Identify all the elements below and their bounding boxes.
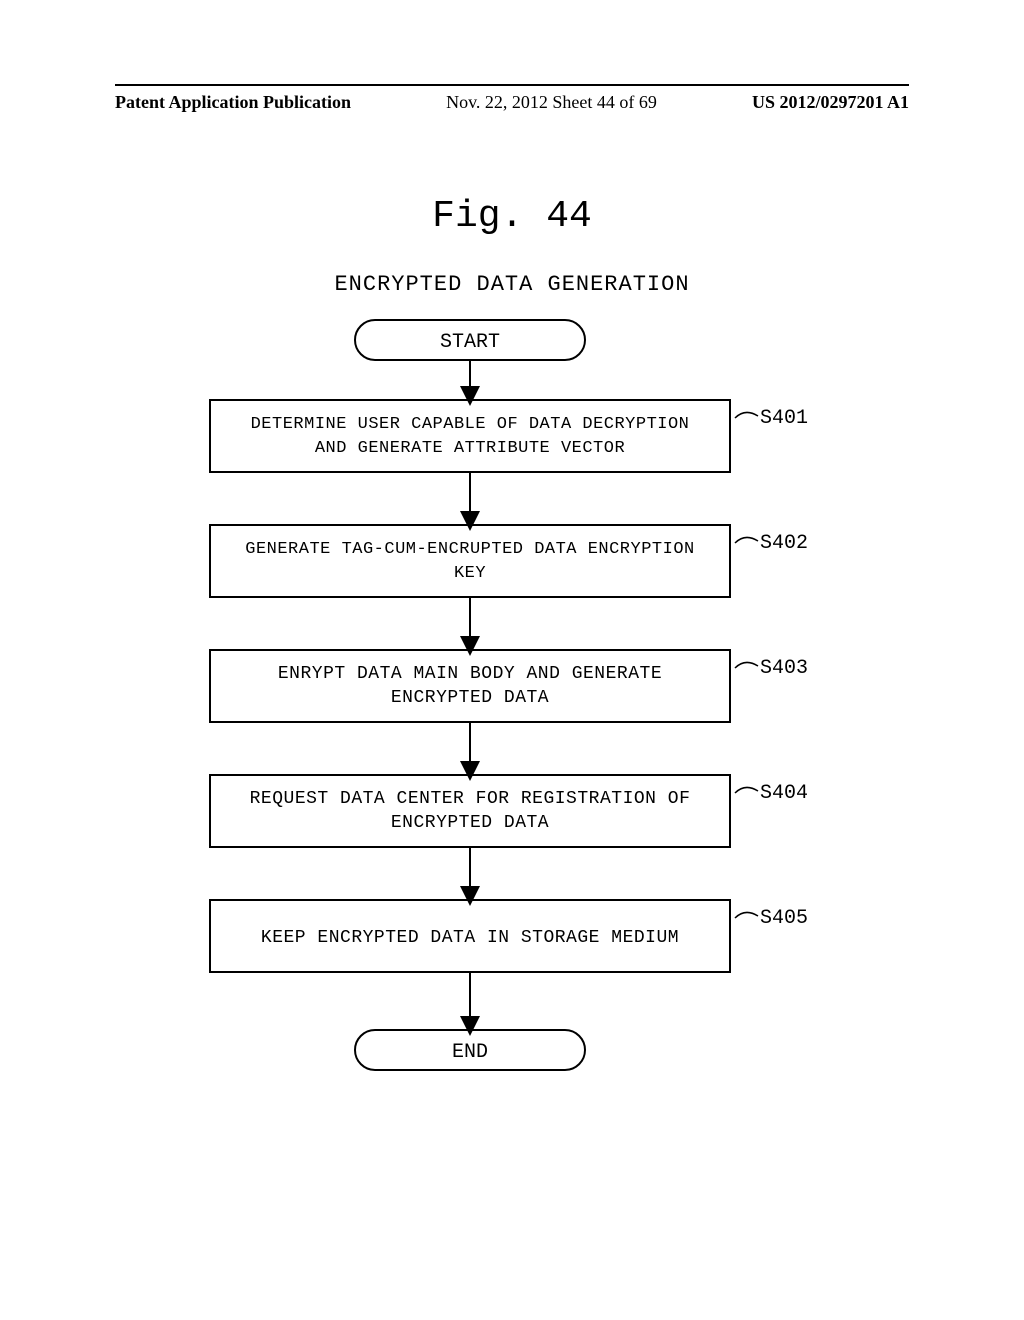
svg-text:ENRYPT DATA MAIN BODY AND GENE: ENRYPT DATA MAIN BODY AND GENERATE — [278, 664, 662, 684]
terminal-end: END — [355, 1030, 585, 1070]
step-S401: DETERMINE USER CAPABLE OF DATA DECRYPTIO… — [210, 400, 730, 472]
header-mid: Nov. 22, 2012 Sheet 44 of 69 — [446, 92, 657, 113]
svg-text:ENCRYPTED DATA: ENCRYPTED DATA — [391, 813, 549, 833]
svg-text:DETERMINE USER CAPABLE OF DATA: DETERMINE USER CAPABLE OF DATA DECRYPTIO… — [251, 415, 690, 434]
svg-text:KEEP ENCRYPTED DATA IN STORAGE: KEEP ENCRYPTED DATA IN STORAGE MEDIUM — [261, 928, 679, 948]
figure-title: Fig. 44 — [0, 195, 1024, 238]
svg-text:GENERATE TAG-CUM-ENCRUPTED DAT: GENERATE TAG-CUM-ENCRUPTED DATA ENCRYPTI… — [245, 540, 694, 559]
step-S403: ENRYPT DATA MAIN BODY AND GENERATE ENCRY… — [210, 650, 730, 722]
terminal-start: START — [355, 320, 585, 360]
svg-text:S403: S403 — [760, 657, 808, 680]
step-label-S402: S402 — [735, 532, 808, 555]
terminal-start-label: START — [440, 331, 500, 354]
header-rule — [115, 84, 909, 86]
figure-subtitle: ENCRYPTED DATA GENERATION — [0, 272, 1024, 297]
step-S402: GENERATE TAG-CUM-ENCRUPTED DATA ENCRYPTI… — [210, 525, 730, 597]
step-S405: KEEP ENCRYPTED DATA IN STORAGE MEDIUM — [210, 900, 730, 972]
svg-text:S401: S401 — [760, 407, 808, 430]
svg-text:REQUEST DATA CENTER FOR REGIST: REQUEST DATA CENTER FOR REGISTRATION OF — [250, 789, 691, 809]
step-label-S405: S405 — [735, 907, 808, 930]
svg-text:S405: S405 — [760, 907, 808, 930]
terminal-end-label: END — [452, 1041, 488, 1064]
svg-text:KEY: KEY — [454, 564, 486, 583]
svg-text:AND GENERATE ATTRIBUTE VECTOR: AND GENERATE ATTRIBUTE VECTOR — [315, 439, 625, 458]
step-label-S404: S404 — [735, 782, 808, 805]
svg-text:S402: S402 — [760, 532, 808, 555]
svg-text:S404: S404 — [760, 782, 808, 805]
step-S404: REQUEST DATA CENTER FOR REGISTRATION OF … — [210, 775, 730, 847]
page-header: Patent Application Publication Nov. 22, … — [0, 84, 1024, 113]
svg-text:ENCRYPTED DATA: ENCRYPTED DATA — [391, 688, 549, 708]
header-left: Patent Application Publication — [115, 92, 351, 113]
step-label-S403: S403 — [735, 657, 808, 680]
flowchart: START DETERMINE USER CAPABLE OF DATA DEC… — [0, 310, 1024, 1130]
header-right: US 2012/0297201 A1 — [752, 92, 909, 113]
step-label-S401: S401 — [735, 407, 808, 430]
